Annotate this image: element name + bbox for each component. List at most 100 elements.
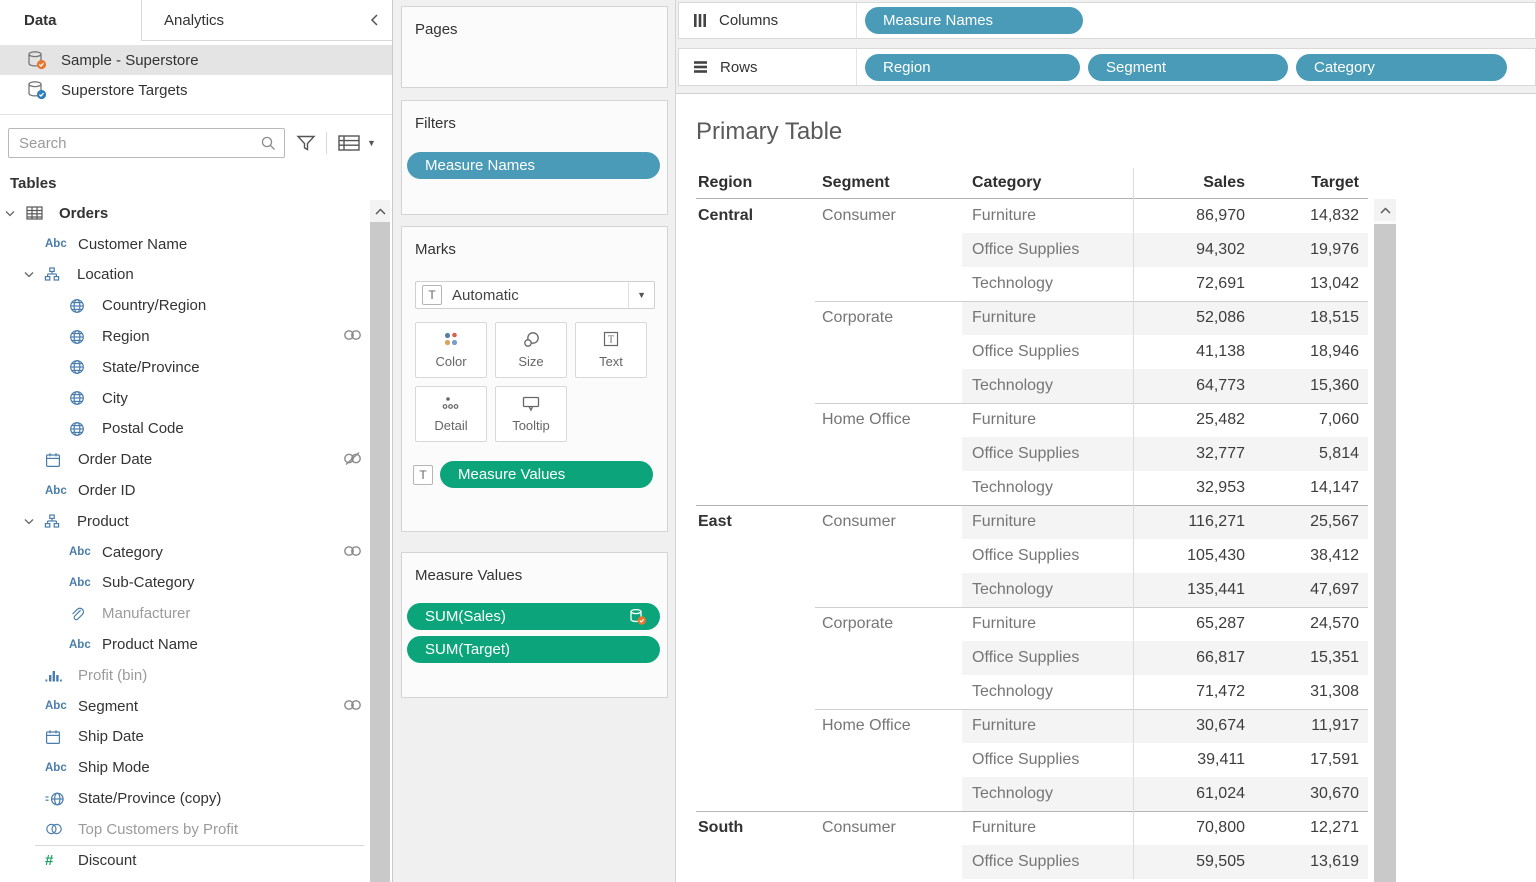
search-input[interactable] xyxy=(9,129,284,157)
field-segment[interactable]: Abc Segment xyxy=(0,691,392,722)
table-row[interactable]: Technology 71,472 31,308 xyxy=(696,675,1368,709)
scroll-up-button[interactable] xyxy=(1374,199,1396,221)
text-button[interactable]: T Text xyxy=(575,322,647,378)
chevron-down-icon[interactable]: ▼ xyxy=(628,282,654,308)
field-country-region[interactable]: Country/Region xyxy=(0,290,392,321)
tab-analytics[interactable]: Analytics xyxy=(142,0,356,41)
pill-measure-names[interactable]: Measure Names xyxy=(865,7,1083,34)
columns-shelf[interactable]: Columns Measure Names xyxy=(678,2,1536,39)
datasource-name: Sample - Superstore xyxy=(61,51,199,69)
table-row[interactable]: Technology 64,773 15,360 xyxy=(696,369,1368,403)
field-product-name[interactable]: Abc Product Name xyxy=(0,629,392,660)
field-postal-code[interactable]: Postal Code xyxy=(0,414,392,445)
column-header-region[interactable]: Region xyxy=(698,174,753,191)
field-ship-date[interactable]: Ship Date xyxy=(0,722,392,753)
column-header-segment[interactable]: Segment xyxy=(822,174,890,191)
column-header-sales[interactable]: Sales xyxy=(1203,174,1245,191)
table-row[interactable]: Technology 135,441 47,697 xyxy=(696,573,1368,607)
field-orders[interactable]: Orders xyxy=(0,198,392,229)
field-ship-mode[interactable]: Abc Ship Mode xyxy=(0,752,392,783)
pill-measure-values-text[interactable]: Measure Values xyxy=(440,461,653,488)
table-row[interactable]: East Consumer Furniture 116,271 25,567 xyxy=(696,505,1368,539)
mark-type-dropdown[interactable]: T Automatic ▼ xyxy=(415,281,655,309)
table-row[interactable]: Home Office Furniture 30,674 11,917 xyxy=(696,709,1368,743)
table-row[interactable]: Corporate Furniture 52,086 18,515 xyxy=(696,301,1368,335)
field-location[interactable]: Location xyxy=(0,260,392,291)
field-state-province[interactable]: State/Province xyxy=(0,352,392,383)
table-row[interactable]: Office Supplies 105,430 38,412 xyxy=(696,539,1368,573)
target-value-cell: 5,814 xyxy=(1250,437,1368,471)
pill-category[interactable]: Category xyxy=(1296,53,1507,81)
field-order-id[interactable]: Abc Order ID xyxy=(0,475,392,506)
marks-card: Marks T Automatic ▼ Color Size T Text Detail… xyxy=(401,226,668,532)
chevron-down-icon[interactable] xyxy=(24,518,36,525)
field-city[interactable]: City xyxy=(0,383,392,414)
rows-shelf[interactable]: Rows Region Segment Category xyxy=(678,48,1536,86)
table-row[interactable]: Office Supplies 94,302 19,976 xyxy=(696,233,1368,267)
measure-values-card: Measure Values SUM(Sales) SUM(Target) xyxy=(401,552,668,698)
table-row[interactable]: Office Supplies 39,411 17,591 xyxy=(696,743,1368,777)
pill-sum-sales-[interactable]: SUM(Sales) xyxy=(407,603,660,630)
table-row[interactable]: Technology 61,024 30,670 xyxy=(696,777,1368,811)
target-value-cell: 15,351 xyxy=(1250,641,1368,675)
sales-value-cell: 39,411 xyxy=(1197,751,1245,768)
columns-label: Columns xyxy=(719,12,779,29)
size-button[interactable]: Size xyxy=(495,322,567,378)
datasource-item[interactable]: Sample - Superstore xyxy=(0,45,392,75)
color-button[interactable]: Color xyxy=(415,322,487,378)
scrollbar-thumb[interactable] xyxy=(370,222,390,882)
field-order-date[interactable]: Order Date xyxy=(0,444,392,475)
chevron-down-icon[interactable] xyxy=(24,271,36,278)
table-row[interactable]: Central Consumer Furniture 86,970 14,832 xyxy=(696,199,1368,233)
table-row[interactable]: Technology 72,691 13,042 xyxy=(696,267,1368,301)
chevron-left-icon xyxy=(370,14,379,26)
field-manufacturer[interactable]: Manufacturer xyxy=(0,598,392,629)
detail-button[interactable]: Detail xyxy=(415,386,487,442)
field-region[interactable]: Region xyxy=(0,321,392,352)
pill-sum-target-[interactable]: SUM(Target) xyxy=(407,636,660,663)
column-header-category[interactable]: Category xyxy=(972,174,1042,191)
datasource-item[interactable]: Superstore Targets xyxy=(0,75,392,105)
table-scrollbar[interactable] xyxy=(1374,199,1396,882)
segment-cell: Consumer xyxy=(822,513,896,530)
table-row[interactable]: South Consumer Furniture 70,800 12,271 xyxy=(696,811,1368,845)
table-row[interactable]: Technology 32,953 14,147 xyxy=(696,471,1368,505)
collapse-pane-button[interactable] xyxy=(356,0,392,41)
field-top-customers-by-profit[interactable]: Top Customers by Profit xyxy=(0,814,392,845)
sidebar-scrollbar[interactable] xyxy=(370,200,390,882)
field-profit-bin[interactable]: Profit (bin) xyxy=(0,660,392,691)
view-options-icon[interactable] xyxy=(338,134,360,152)
chevron-down-icon[interactable] xyxy=(5,210,17,217)
field-customer-name[interactable]: Abc Customer Name xyxy=(0,229,392,260)
pill-region[interactable]: Region xyxy=(865,53,1080,81)
field-sub-category[interactable]: Abc Sub-Category xyxy=(0,568,392,599)
column-header-target[interactable]: Target xyxy=(1311,174,1359,191)
table-row[interactable]: Office Supplies 59,505 13,619 xyxy=(696,845,1368,879)
filter-fields-icon[interactable] xyxy=(296,134,316,152)
columns-shelf-label-zone: Columns xyxy=(679,3,857,38)
filters-shelf[interactable]: Filters Measure Names xyxy=(401,100,668,215)
table-row[interactable]: Office Supplies 41,138 18,946 xyxy=(696,335,1368,369)
table-row[interactable]: Corporate Furniture 65,287 24,570 xyxy=(696,607,1368,641)
field-category[interactable]: Abc Category xyxy=(0,537,392,568)
table-row[interactable]: Home Office Furniture 25,482 7,060 xyxy=(696,403,1368,437)
scroll-up-button[interactable] xyxy=(370,200,390,222)
pane-gridline xyxy=(1133,168,1134,879)
table-row[interactable]: Office Supplies 66,817 15,351 xyxy=(696,641,1368,675)
pages-shelf[interactable]: Pages xyxy=(401,6,668,88)
view-options-caret-icon[interactable]: ▼ xyxy=(367,138,376,148)
table-row[interactable]: Office Supplies 32,777 5,814 xyxy=(696,437,1368,471)
scrollbar-thumb[interactable] xyxy=(1374,224,1396,882)
globe-icon xyxy=(69,359,93,375)
field-discount[interactable]: # Discount xyxy=(0,844,392,876)
field-product[interactable]: Product xyxy=(0,506,392,537)
tooltip-button[interactable]: Tooltip xyxy=(495,386,567,442)
field-state-province-copy[interactable]: State/Province (copy) xyxy=(0,783,392,814)
category-cell: Furniture xyxy=(962,709,1134,743)
measure-value-pill-row: SUM(Sales) xyxy=(407,603,660,630)
tab-data[interactable]: Data xyxy=(0,0,142,41)
pill-segment[interactable]: Segment xyxy=(1088,53,1288,81)
region-cell xyxy=(696,301,815,335)
pill-measure-names-filter[interactable]: Measure Names xyxy=(407,152,660,179)
search-toolbar: ▼ xyxy=(8,128,384,158)
